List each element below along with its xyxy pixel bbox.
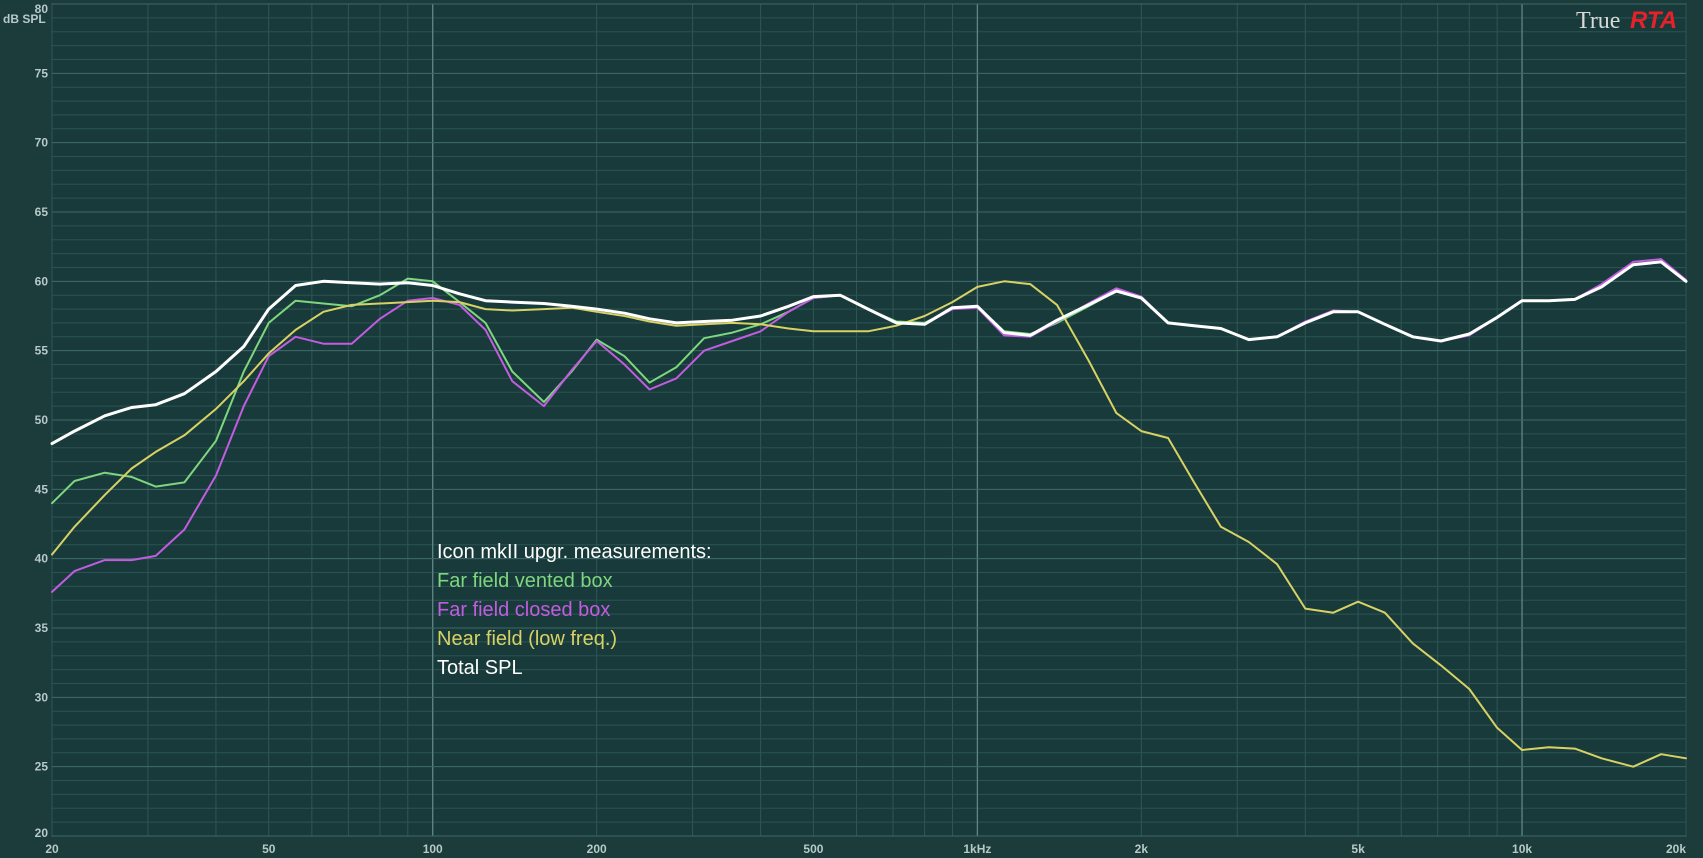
series-layer: [50, 258, 1688, 768]
y-tick-label: 30: [35, 690, 49, 704]
x-tick-label: 100: [423, 842, 443, 856]
legend-item-vented: Far field vented box: [437, 570, 613, 592]
y-tick-label: 55: [35, 344, 49, 358]
y-tick-label: 40: [35, 552, 49, 566]
x-tick-label: 1kHz: [963, 842, 991, 856]
x-tick-label: 10k: [1512, 842, 1532, 856]
legend-item-total: Total SPL: [437, 657, 523, 679]
y-tick-label: 25: [35, 760, 49, 774]
x-tick-labels: 20 50 100 200 500 1kHz 2k 5k 10k 20k: [45, 842, 1686, 856]
x-tick-label: 500: [803, 842, 823, 856]
x-tick-label: 20: [45, 842, 59, 856]
truerta-logo: True RTA: [1576, 7, 1677, 34]
x-tick-label: 200: [587, 842, 607, 856]
y-tick-label: 35: [35, 621, 49, 635]
series-line-near-field-low-freq: [51, 280, 1687, 768]
x-tick-label: 20k: [1666, 842, 1686, 856]
y-tick-labels: 20 25 30 35 40 45 50 55 60 65 70 75 80: [35, 2, 49, 840]
y-tick-label: 60: [35, 274, 49, 288]
y-tick-label: 70: [35, 136, 49, 150]
y-tick-label: 75: [35, 66, 49, 80]
x-tick-label: 50: [262, 842, 276, 856]
y-tick-label: 80: [35, 2, 49, 16]
legend: Icon mkII upgr. measurements: Far field …: [437, 541, 712, 679]
x-tick-label: 5k: [1351, 842, 1365, 856]
y-tick-label: 45: [35, 482, 49, 496]
series-line-total-spl: [50, 260, 1688, 446]
x-tick-label: 2k: [1135, 842, 1149, 856]
legend-item-closed: Far field closed box: [437, 599, 610, 621]
logo-text-true: True: [1576, 8, 1620, 34]
legend-item-near-field: Near field (low freq.): [437, 628, 617, 650]
y-axis-unit-label: dB SPL: [3, 12, 46, 26]
y-tick-label: 65: [35, 205, 49, 219]
logo-text-rta: RTA: [1630, 7, 1677, 34]
legend-title: Icon mkII upgr. measurements:: [437, 541, 712, 563]
y-tick-label: 20: [35, 826, 49, 840]
y-tick-label: 50: [35, 413, 49, 427]
